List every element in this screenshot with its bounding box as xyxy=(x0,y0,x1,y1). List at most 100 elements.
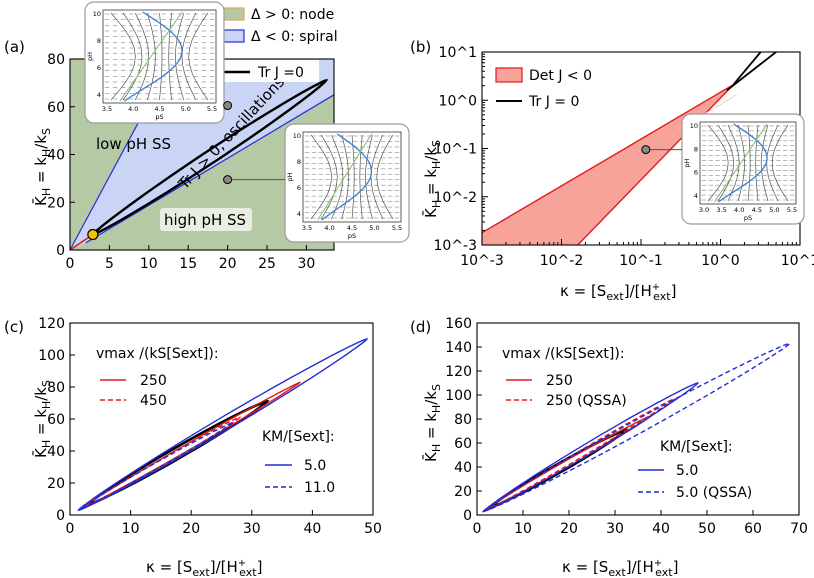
inset-ytick-label: 6 xyxy=(97,64,101,72)
streamline xyxy=(771,124,789,202)
panel-d-xlabel: κ = [Sext]/[H+ ext] xyxy=(562,558,678,578)
panel-a: (a) 0 5 10 15 20 25 30 0 20 40 60 80 low pH SS high… xyxy=(4,1,410,272)
streamline xyxy=(122,12,143,101)
inset-axes xyxy=(302,131,402,223)
streamline xyxy=(320,134,338,220)
panel-a-xtick-label: 15 xyxy=(179,256,197,272)
streamline xyxy=(310,134,333,220)
panel-a-ytick-label: 60 xyxy=(47,100,65,116)
loop-5-0 xyxy=(77,338,369,511)
streamline xyxy=(755,124,759,202)
inset-xtick-label: 4.0 xyxy=(128,105,138,113)
panel-d-ytick-label: 100 xyxy=(445,388,472,404)
inset-xtick-label: 5.0 xyxy=(181,105,191,113)
panel-c-ytick-label: 0 xyxy=(56,508,65,524)
inset-xtick-label: 5.0 xyxy=(769,206,779,214)
panel-b-xlabel: κ = [Sext]/[H+ ext] xyxy=(560,282,676,303)
panel-d-ytick-label: 60 xyxy=(454,436,472,452)
panel-a-ytick-label: 80 xyxy=(47,52,65,68)
inset-point-marker xyxy=(223,175,233,185)
panel-c-xtick-label: 40 xyxy=(303,521,321,537)
panel-a-xtick-label: 5 xyxy=(105,256,114,272)
streamline xyxy=(359,134,363,220)
loop-250-qssa- xyxy=(482,397,676,513)
panel-d: (d) 0 10 20 30 40 50 60 70 0 20 40 60 80 100 120 140 160… xyxy=(410,316,808,537)
legend-trj-label-b: Tr J = 0 xyxy=(528,94,579,110)
legend-spiral-label: Δ < 0: spiral xyxy=(251,29,338,45)
inset-ytick-label: 4 xyxy=(694,192,698,200)
panel-c-ytick-label: 60 xyxy=(47,412,65,428)
panel-b-label: (b) xyxy=(410,38,431,56)
trj-branch xyxy=(732,51,762,86)
inset-phase-portrait-b: 3.0 3.5 4.0 4.5 5.0 5.5 4 6 8 10 pS pH xyxy=(681,113,805,225)
panel-a-ytick-label: 0 xyxy=(56,243,65,259)
inset-ylabel: pH xyxy=(86,52,94,61)
panel-c-ytick-label: 100 xyxy=(38,348,65,364)
inset-ytick-label: 6 xyxy=(297,184,301,192)
panel-d-xtick-label: 50 xyxy=(698,521,716,537)
panel-d-ytick-label: 40 xyxy=(454,460,472,476)
legend-trj-label: Tr J =0 xyxy=(257,65,304,81)
panel-a-xtick-label: 20 xyxy=(219,256,237,272)
panel-d-xtick-label: 20 xyxy=(560,521,578,537)
panel-d-xtick-label: 40 xyxy=(652,521,670,537)
loop-450 xyxy=(81,416,242,509)
inset-ytick-label: 6 xyxy=(694,169,698,177)
panel-b-ytick-label: 10^0 xyxy=(439,93,477,109)
inset-ytick-label: 8 xyxy=(297,158,301,166)
panel-b-ylabel: K̄H = kH/kS xyxy=(421,140,443,218)
panel-a-markers xyxy=(87,101,285,241)
streamline xyxy=(727,124,740,202)
inset-phase-portrait-bottom: 3.5 4.0 4.5 5.0 5.5 4 6 8 10 pS pH xyxy=(284,123,410,243)
panel-a-ticks: 0 5 10 15 20 25 30 0 20 40 60 80 xyxy=(47,52,315,272)
streamline xyxy=(110,12,136,101)
panel-a-ytick-label: 20 xyxy=(47,195,65,211)
spiral-boundary-lower xyxy=(85,94,335,244)
high-ph-ss-label: high pH SS xyxy=(164,211,246,229)
panel-c-ytick-label: 80 xyxy=(47,380,65,396)
panel-d-ylabel: K̄H = kH/kS xyxy=(421,384,443,462)
streamline xyxy=(341,134,349,220)
inset-xtick-label: 3.5 xyxy=(302,224,312,232)
panel-c-legend-250: 250 xyxy=(140,373,167,389)
panel-d-legend: vmax /(kS[Sext]): 250 250 (QSSA) KM/[Sex… xyxy=(502,346,752,501)
low-ph-ss-label: low pH SS xyxy=(96,135,171,153)
inset-point-marker xyxy=(223,101,233,111)
nullcline-green xyxy=(713,123,768,203)
loop-baseline xyxy=(488,428,629,509)
panel-d-ytick-label: 80 xyxy=(454,412,472,428)
inset-ylabel: pH xyxy=(286,172,294,181)
inset-ytick-label: 10 xyxy=(690,122,698,130)
streamline xyxy=(747,124,751,202)
inset-xtick-label: 5.5 xyxy=(392,224,402,232)
inset-point-marker xyxy=(641,145,651,155)
panel-a-xtick-label: 25 xyxy=(258,256,276,272)
nullcline-blue xyxy=(124,11,183,102)
panel-c-legend-11: 11.0 xyxy=(304,480,335,496)
streamline xyxy=(717,124,735,202)
panel-b-ytick-label: 10^1 xyxy=(439,45,477,61)
panel-c-curves xyxy=(77,338,369,511)
streamline xyxy=(188,12,209,101)
inset-xtick-label: 4.0 xyxy=(324,224,334,232)
inset-ytick-label: 4 xyxy=(97,91,101,99)
det-negative-region xyxy=(482,84,734,246)
det-boundary-lower xyxy=(577,84,734,246)
panel-d-xtick-label: 0 xyxy=(473,521,482,537)
inset-xtick-label: 4.5 xyxy=(752,206,762,214)
panel-c-label: (c) xyxy=(4,318,24,336)
panel-a-ylabel: K̄H = kH/kS xyxy=(31,128,53,206)
panel-d-xtick-label: 60 xyxy=(744,521,762,537)
nullcline-blue xyxy=(717,123,768,203)
inset-phase-portrait-top: 3.5 4.0 4.5 5.0 5.5 4 6 8 10 pS pH xyxy=(84,1,225,124)
panel-c-legend-title-2: KM/[Sext]: xyxy=(262,429,335,445)
inset-xtick-label: 3.5 xyxy=(102,105,112,113)
panel-a-xtick-label: 30 xyxy=(298,256,316,272)
panel-d-ytick-label: 120 xyxy=(445,364,472,380)
panel-d-label: (d) xyxy=(410,318,431,336)
panel-d-xtick-label: 10 xyxy=(514,521,532,537)
panel-b-xtick-label: 10^-3 xyxy=(460,253,504,269)
panel-c-ticks: 0 10 20 30 40 50 0 20 40 60 80 100 120 xyxy=(38,316,382,537)
panel-d-ytick-label: 20 xyxy=(454,484,472,500)
